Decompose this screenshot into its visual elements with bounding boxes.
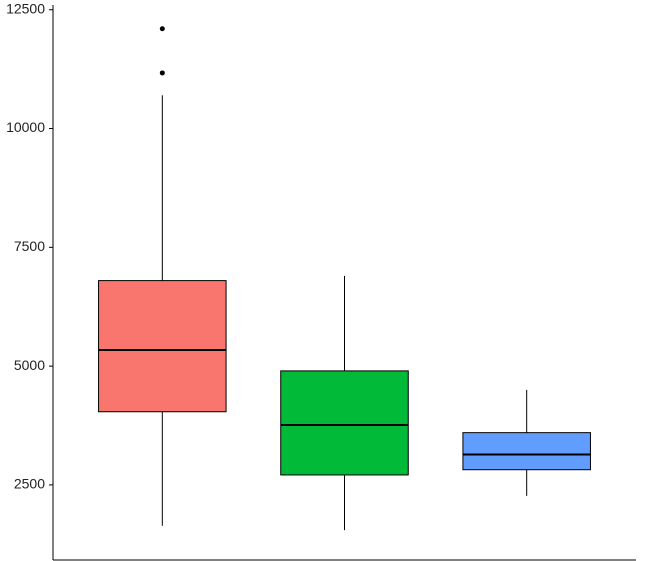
box [98, 280, 227, 413]
y-tick-label: 7500 [14, 238, 45, 254]
outlier [159, 70, 165, 76]
y-tick-label: 5000 [14, 357, 45, 373]
y-tick-label: 10000 [6, 119, 45, 135]
outlier [159, 26, 165, 32]
y-tick-label: 2500 [14, 476, 45, 492]
y-tick-label: 12500 [6, 0, 45, 16]
box [462, 432, 591, 471]
box [280, 370, 409, 476]
